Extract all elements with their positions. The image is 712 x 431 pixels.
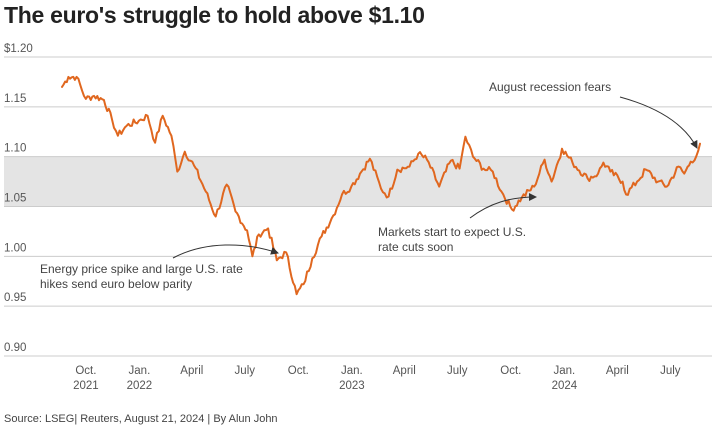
- x-tick-year-label: 2024: [552, 380, 578, 392]
- annotation-rate-cuts-line-2: rate cuts soon: [378, 240, 453, 254]
- annotation-arrow-rate-cuts: [469, 193, 537, 219]
- gridlines: [4, 56, 712, 357]
- y-tick-label: 0.95: [4, 292, 26, 304]
- annotation-recession: August recession fears: [489, 80, 611, 94]
- y-tick-label: 1.00: [4, 242, 26, 254]
- x-tick-label: Jan.: [341, 365, 363, 377]
- annotation-arrow-parity: [172, 244, 279, 259]
- annotation-parity-line-1: Energy price spike and large U.S. rate: [40, 262, 243, 276]
- y-tick-label: 1.10: [4, 143, 26, 155]
- annotation-parity: Energy price spike and large U.S. rate h…: [40, 262, 246, 291]
- x-tick-year-label: 2021: [73, 380, 99, 392]
- x-tick-label: Oct.: [75, 365, 96, 377]
- y-tick-label: 1.15: [4, 93, 26, 105]
- annotation-recession-line: August recession fears: [489, 80, 611, 94]
- x-tick-label: April: [606, 365, 629, 377]
- y-axis-labels: $1.20 1.15 1.10 1.05 1.00 0.95 0.90: [4, 43, 33, 354]
- x-tick-label: April: [180, 365, 203, 377]
- x-tick-label: Jan.: [129, 365, 151, 377]
- y-tick-label: 0.90: [4, 342, 26, 354]
- y-tick-label: $1.20: [4, 43, 33, 55]
- highlight-band: [4, 156, 712, 207]
- chart-title: The euro's struggle to hold above $1.10: [4, 2, 425, 28]
- y-tick-label: 1.05: [4, 193, 26, 205]
- x-tick-label: Oct.: [500, 365, 521, 377]
- x-tick-label: July: [447, 365, 468, 377]
- source-note: Source: LSEG| Reuters, August 21, 2024 |…: [4, 413, 278, 425]
- x-tick-label: Jan.: [553, 365, 575, 377]
- annotation-rate-cuts: Markets start to expect U.S. rate cuts s…: [378, 225, 529, 254]
- x-tick-year-label: 2022: [127, 380, 153, 392]
- x-tick-label: July: [235, 365, 256, 377]
- euro-dollar-line: [61, 75, 701, 296]
- annotation-parity-line-2: hikes send euro below parity: [40, 277, 192, 291]
- x-tick-label: Oct.: [288, 365, 309, 377]
- x-tick-year-label: 2023: [339, 380, 365, 392]
- x-axis-labels: Oct. 2021 Jan. 2022 April July Oct. Jan. 2023 Apr…: [73, 365, 681, 392]
- x-tick-label: July: [660, 365, 681, 377]
- annotation-arrow-recession: [619, 96, 698, 149]
- annotation-rate-cuts-line-1: Markets start to expect U.S.: [378, 225, 526, 239]
- x-tick-label: April: [393, 365, 416, 377]
